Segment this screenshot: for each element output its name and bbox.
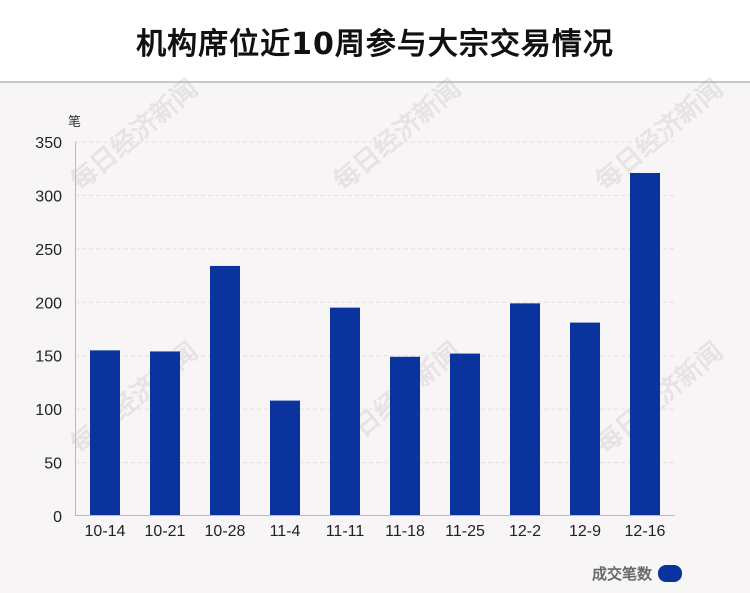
y-tick-label: 100 — [35, 402, 62, 419]
bar-11-11 — [330, 307, 360, 516]
x-tick-label: 11-4 — [270, 523, 301, 540]
x-tick-label: 12-2 — [509, 523, 541, 540]
legend-swatch — [658, 565, 683, 582]
y-tick-label: 250 — [35, 242, 62, 259]
x-tick-label: 11-18 — [385, 523, 425, 540]
y-axis-unit: 笔 — [68, 114, 82, 129]
y-tick-label: 0 — [53, 509, 62, 526]
x-tick-label: 10-28 — [205, 523, 246, 540]
y-tick-label: 300 — [35, 188, 62, 205]
bar-10-21 — [150, 351, 180, 516]
x-tick-label: 10-14 — [85, 523, 126, 540]
bar-11-4 — [270, 400, 300, 516]
x-tick-label: 11-11 — [326, 523, 365, 540]
bar-12-2 — [510, 303, 540, 516]
bar-11-25 — [450, 353, 480, 516]
bars — [90, 172, 660, 516]
bar-11-18 — [390, 356, 420, 516]
x-tick-label: 12-16 — [625, 523, 666, 540]
bar-12-16 — [630, 172, 660, 516]
y-tick-label: 50 — [44, 456, 62, 473]
title-bar: 机构席位近10周参与大宗交易情况 — [0, 0, 750, 83]
x-axis-ticks: 10-14 10-21 10-28 11-4 11-11 11-18 11-25 12-2 12… — [85, 523, 666, 540]
legend-label: 成交笔数 — [592, 566, 653, 583]
y-axis-ticks: 0 50 100 150 200 250 300 350 — [35, 135, 62, 526]
bar-12-9 — [570, 322, 600, 516]
x-tick-label: 11-25 — [445, 523, 485, 540]
x-tick-label: 12-9 — [569, 523, 601, 540]
bar-10-28 — [210, 265, 240, 516]
legend: 成交笔数 — [592, 563, 683, 584]
y-tick-label: 150 — [35, 349, 62, 366]
y-tick-label: 200 — [35, 295, 62, 312]
x-tick-label: 10-21 — [145, 523, 186, 540]
y-tick-label: 350 — [35, 135, 62, 152]
bar-10-14 — [90, 350, 120, 516]
chart-title: 机构席位近10周参与大宗交易情况 — [136, 26, 614, 62]
